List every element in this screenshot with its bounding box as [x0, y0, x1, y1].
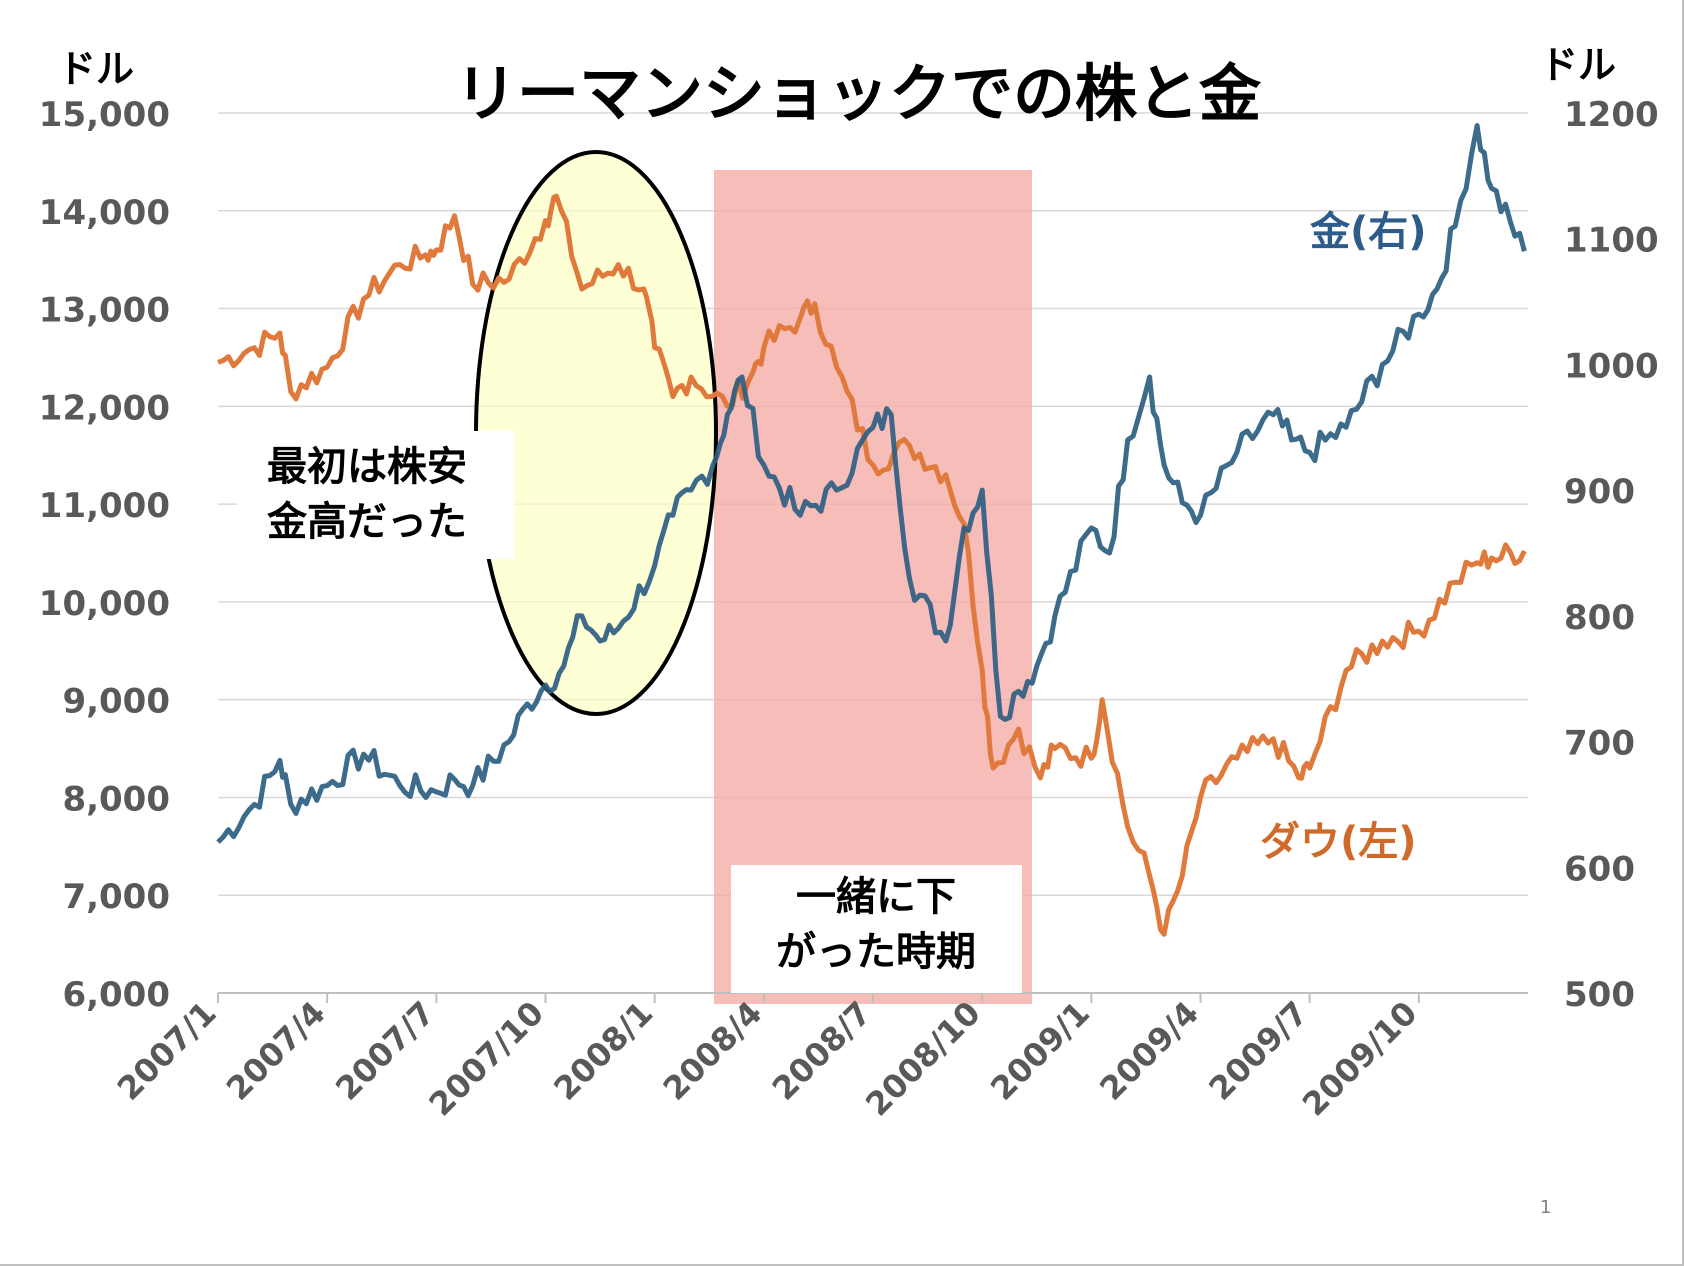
x-tick-label: 2009/7 — [1201, 994, 1315, 1108]
gold-series-line — [216, 123, 1527, 844]
early-note-box — [237, 431, 515, 559]
x-tick-label: 2007/10 — [422, 994, 552, 1124]
dow-series-line — [217, 193, 1527, 937]
series-lines — [216, 123, 1527, 937]
left-y-tick-label: 15,000 — [39, 95, 170, 135]
right-y-tick-label: 1000 — [1564, 346, 1659, 386]
together-note-box — [731, 865, 1022, 993]
right-y-tick-label: 500 — [1564, 975, 1635, 1015]
left-y-tick-label: 12,000 — [39, 388, 170, 428]
early-note: 最初は株安 金高だった — [237, 431, 515, 559]
right-y-tick-label: 1200 — [1564, 95, 1659, 135]
early-note-line-1: 最初は株安 — [267, 444, 467, 490]
early-note-line-2: 金高だった — [266, 499, 467, 545]
together-note: 一緒に下 がった時期 — [731, 865, 1022, 993]
x-tick-label: 2008/1 — [546, 994, 660, 1108]
right-y-tick-label: 600 — [1564, 849, 1635, 889]
right-y-tick-label: 900 — [1564, 472, 1635, 512]
right-axis-unit-label: ドル — [1540, 43, 1616, 87]
left-y-tick-label: 13,000 — [39, 291, 170, 331]
left-y-tick-label: 8,000 — [62, 779, 170, 819]
left-axis-unit-label: ドル — [58, 47, 134, 91]
page-number: 1 — [1540, 1197, 1551, 1218]
left-y-tick-label: 6,000 — [62, 975, 170, 1015]
together-note-line-2: がった時期 — [776, 929, 976, 975]
x-tick-label: 2008/4 — [656, 994, 770, 1108]
x-tick-label: 2008/7 — [765, 994, 879, 1108]
x-tick-label: 2007/7 — [328, 994, 442, 1108]
right-y-tick-label: 800 — [1564, 598, 1635, 638]
left-y-tick-label: 9,000 — [62, 682, 170, 722]
together-note-line-1: 一緒に下 — [796, 874, 956, 920]
chart-title: リーマンショックでの株と金 — [455, 57, 1262, 130]
x-tick-label: 2009/10 — [1295, 994, 1425, 1124]
dow-series-label: ダウ(左) — [1260, 819, 1417, 865]
x-tick-label: 2007/4 — [219, 994, 333, 1108]
left-y-tick-label: 14,000 — [39, 193, 170, 233]
right-y-tick-label: 700 — [1564, 724, 1635, 764]
left-y-tick-label: 10,000 — [39, 584, 170, 624]
left-y-tick-label: 11,000 — [39, 486, 170, 526]
x-tick-label: 2009/4 — [1092, 994, 1206, 1108]
x-tick-label: 2008/10 — [858, 994, 988, 1124]
left-y-tick-label: 7,000 — [62, 877, 170, 917]
gold-series-label: 金(右) — [1309, 209, 1427, 255]
right-y-tick-label: 1100 — [1564, 221, 1659, 261]
x-tick-label: 2009/1 — [983, 994, 1097, 1108]
